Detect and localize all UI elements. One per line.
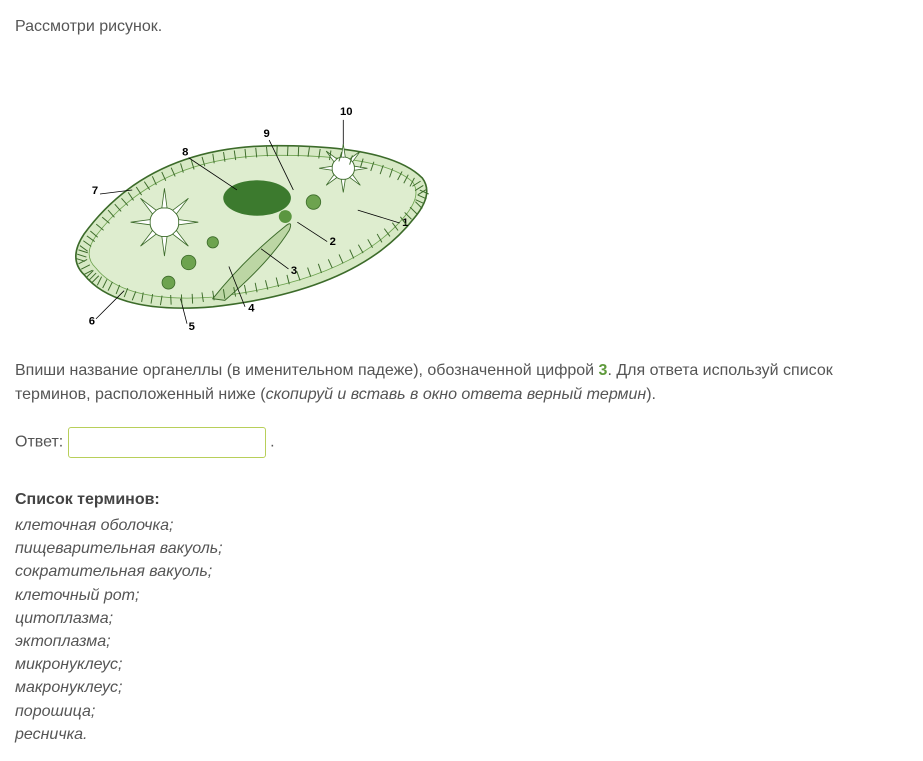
- question-text: Впиши название органеллы (в именительном…: [15, 359, 908, 407]
- svg-text:10: 10: [340, 106, 353, 118]
- food-vacuole: [207, 237, 218, 248]
- ectoplasm: [89, 155, 416, 298]
- term-item: цитоплазма;: [15, 607, 908, 630]
- svg-text:6: 6: [89, 316, 95, 328]
- question-italic: скопируй и вставь в окно ответа верный т…: [266, 386, 647, 403]
- answer-row: Ответ: .: [15, 427, 908, 458]
- svg-text:4: 4: [248, 303, 255, 315]
- question-part3: ).: [646, 386, 656, 403]
- food-vacuole: [162, 276, 175, 289]
- svg-text:9: 9: [264, 128, 270, 140]
- term-item: порошица;: [15, 700, 908, 723]
- term-item: макронуклеус;: [15, 676, 908, 699]
- svg-text:7: 7: [92, 185, 98, 197]
- macronucleus: [223, 180, 291, 215]
- terms-list: клеточная оболочка;пищеварительная вакуо…: [15, 514, 908, 746]
- term-item: пищеварительная вакуоль;: [15, 537, 908, 560]
- answer-period: .: [270, 434, 274, 451]
- food-vacuole: [181, 255, 196, 270]
- svg-text:3: 3: [291, 265, 297, 277]
- question-part1: Впиши название органеллы (в именительном…: [15, 362, 599, 379]
- term-item: клеточная оболочка;: [15, 514, 908, 537]
- food-vacuole: [306, 195, 321, 210]
- answer-input[interactable]: [68, 427, 266, 458]
- term-item: клеточный рот;: [15, 584, 908, 607]
- svg-text:2: 2: [330, 236, 336, 248]
- term-item: сократительная вакуоль;: [15, 560, 908, 583]
- svg-text:5: 5: [189, 321, 195, 333]
- answer-label: Ответ:: [15, 434, 63, 451]
- paramecium-diagram: 12345678910: [15, 49, 475, 339]
- term-item: эктоплазма;: [15, 630, 908, 653]
- term-item: микронуклеус;: [15, 653, 908, 676]
- terms-heading: Список терминов:: [15, 488, 908, 512]
- micronucleus: [279, 210, 292, 223]
- term-item: ресничка.: [15, 723, 908, 746]
- svg-text:8: 8: [182, 146, 188, 158]
- intro-text: Рассмотри рисунок.: [15, 15, 908, 39]
